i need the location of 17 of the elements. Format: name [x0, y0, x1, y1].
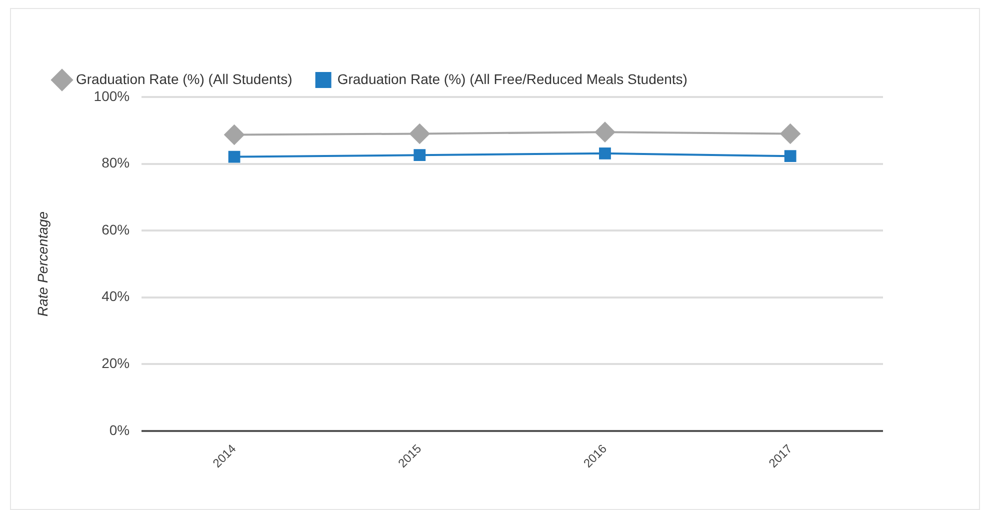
- legend-label: Graduation Rate (%) (All Free/Reduced Meals Students): [337, 70, 688, 87]
- y-tick-label: 20%: [102, 355, 130, 372]
- point: [594, 122, 615, 142]
- point: [224, 124, 244, 145]
- point: [410, 124, 430, 144]
- point: [228, 150, 240, 163]
- legend-label: Graduation Rate (%) (All Students): [76, 70, 292, 87]
- y-tick-label: 40%: [102, 288, 130, 304]
- y-axis-title: Rate Percentage: [34, 211, 50, 317]
- y-tick-label: 80%: [102, 154, 130, 171]
- y-tick-label: 100%: [94, 88, 130, 104]
- point: [780, 124, 800, 144]
- y-tick-label: 60%: [102, 221, 130, 238]
- point: [784, 150, 796, 162]
- point: [414, 149, 426, 162]
- point: [599, 147, 611, 160]
- y-tick-label: 0%: [109, 422, 130, 438]
